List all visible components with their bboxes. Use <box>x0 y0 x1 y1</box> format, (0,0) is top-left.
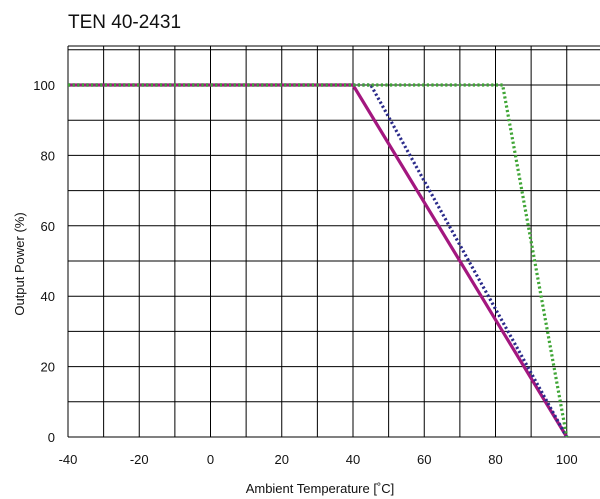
grid <box>67 45 600 438</box>
tick-labels: -40 -20 0 20 40 60 80 100 0 20 40 60 80 100 <box>33 78 577 467</box>
y-tick-label: 100 <box>33 78 55 93</box>
series-line-3 <box>68 83 569 438</box>
series-layer <box>68 83 569 438</box>
series-line-2 <box>68 83 569 438</box>
x-tick-label: -40 <box>59 452 78 467</box>
chart-title: TEN 40-2431 <box>68 12 181 33</box>
x-tick-label: 20 <box>275 452 289 467</box>
series-line-1 <box>68 83 569 438</box>
x-tick-label: 80 <box>488 452 502 467</box>
y-tick-label: 20 <box>41 360 55 375</box>
x-tick-label: 60 <box>417 452 431 467</box>
y-axis-label: Output Power (%) <box>12 212 27 315</box>
y-tick-label: 0 <box>48 430 55 445</box>
x-tick-label: -20 <box>130 452 149 467</box>
x-axis-label: Ambient Temperature [˚C] <box>246 481 395 496</box>
y-tick-label: 80 <box>41 148 55 163</box>
y-tick-label: 40 <box>41 289 55 304</box>
y-tick-label: 60 <box>41 219 55 234</box>
x-tick-label: 100 <box>556 452 578 467</box>
x-tick-label: 0 <box>207 452 214 467</box>
x-tick-label: 40 <box>346 452 360 467</box>
